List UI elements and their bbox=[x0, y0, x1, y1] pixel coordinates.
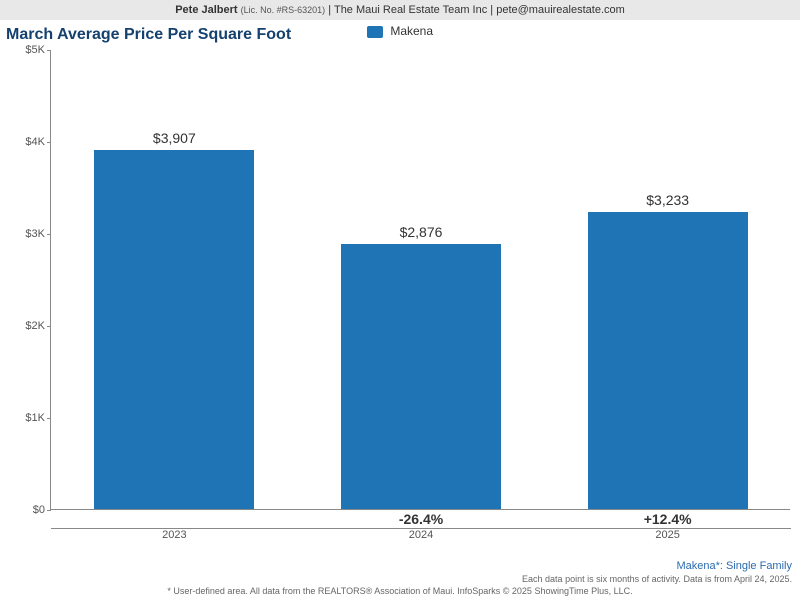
bar-value-label: $2,876 bbox=[341, 224, 501, 240]
header-email: pete@mauirealestate.com bbox=[496, 4, 625, 16]
legend: Makena bbox=[367, 24, 433, 38]
change-label: -26.4% bbox=[399, 509, 443, 527]
footer-subtitle: Makena*: Single Family bbox=[676, 560, 792, 572]
bar-value-label: $3,907 bbox=[94, 130, 254, 146]
footer-note2: * User-defined area. All data from the R… bbox=[0, 586, 800, 596]
legend-swatch bbox=[367, 26, 383, 38]
legend-label: Makena bbox=[390, 24, 433, 38]
axis-subline bbox=[51, 528, 791, 529]
ytick-mark bbox=[47, 326, 51, 327]
ytick-mark bbox=[47, 418, 51, 419]
ytick-mark bbox=[47, 50, 51, 51]
header-company: The Maui Real Estate Team Inc bbox=[334, 4, 487, 16]
chart-area: $0$1K$2K$3K$4K$5K$3,9072023$2,8762024-26… bbox=[50, 50, 790, 510]
ytick-mark bbox=[47, 234, 51, 235]
xtick-label: 2023 bbox=[162, 509, 186, 541]
header-license: (Lic. No. #RS-63201) bbox=[241, 5, 326, 15]
ytick-mark bbox=[47, 510, 51, 511]
bar: $3,907 bbox=[94, 150, 254, 509]
header-bar: Pete Jalbert (Lic. No. #RS-63201) | The … bbox=[0, 0, 800, 20]
footer-note1: Each data point is six months of activit… bbox=[522, 574, 792, 584]
ytick-mark bbox=[47, 142, 51, 143]
plot: $0$1K$2K$3K$4K$5K$3,9072023$2,8762024-26… bbox=[50, 50, 790, 510]
change-label: +12.4% bbox=[644, 509, 692, 527]
bar-value-label: $3,233 bbox=[588, 192, 748, 208]
bar: $3,233 bbox=[588, 212, 748, 509]
bar: $2,876 bbox=[341, 244, 501, 509]
header-name: Pete Jalbert bbox=[175, 4, 237, 16]
